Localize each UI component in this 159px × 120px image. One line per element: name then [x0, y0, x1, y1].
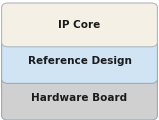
Text: Reference Design: Reference Design	[28, 57, 131, 66]
FancyBboxPatch shape	[2, 40, 157, 83]
Text: Hardware Board: Hardware Board	[31, 93, 128, 103]
Text: IP Core: IP Core	[58, 20, 101, 30]
FancyBboxPatch shape	[2, 76, 157, 120]
FancyBboxPatch shape	[2, 3, 157, 47]
